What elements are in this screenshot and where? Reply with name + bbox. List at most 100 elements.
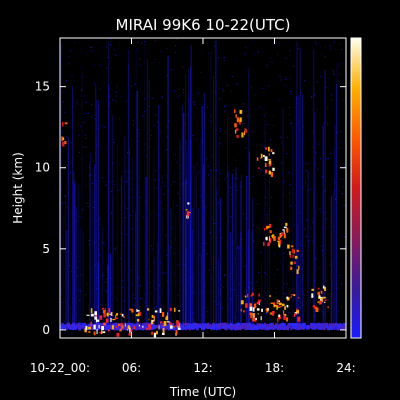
noise-speckle <box>109 102 111 104</box>
noise-speckle <box>60 59 62 61</box>
noise-speckle <box>81 274 83 276</box>
feature-surface-layer <box>135 327 138 331</box>
noise-speckle <box>344 246 346 248</box>
noise-speckle <box>78 289 80 291</box>
feature-surface-layer <box>317 325 319 329</box>
feature-surface-layer <box>218 327 220 331</box>
feature-surface-layer <box>292 325 294 329</box>
feature-cirrus <box>64 140 67 145</box>
noise-speckle <box>154 178 156 180</box>
noise-speckle <box>78 41 80 43</box>
noise-speckle <box>262 226 264 228</box>
feature-surface-layer <box>77 323 81 327</box>
noise-speckle <box>146 109 148 111</box>
feature-surface-layer <box>231 324 234 328</box>
noise-speckle <box>82 76 84 78</box>
noise-speckle <box>344 236 346 238</box>
feature-surface-layer <box>142 323 145 327</box>
feature-surface-layer <box>83 323 85 327</box>
noise-speckle <box>121 320 123 322</box>
noise-speckle <box>321 245 323 247</box>
noise-speckle <box>119 118 121 120</box>
noise-speckle <box>144 302 146 304</box>
noise-speckle <box>263 109 265 111</box>
feature-surface-layer <box>208 325 212 329</box>
noise-speckle <box>268 251 270 253</box>
feature-cloud <box>292 254 295 258</box>
feature-surface-layer <box>319 326 322 330</box>
feature-surface-layer <box>237 324 241 328</box>
noise-speckle <box>297 47 299 49</box>
noise-speckle <box>222 275 224 277</box>
feature-cloud <box>312 305 316 308</box>
noise-speckle <box>266 313 268 315</box>
noise-speckle <box>275 292 277 294</box>
noise-speckle <box>92 160 94 162</box>
noise-speckle <box>189 276 191 278</box>
feature-surface-layer <box>67 322 70 326</box>
noise-speckle <box>230 90 232 92</box>
noise-speckle <box>260 106 262 108</box>
feature-surface-layer <box>294 326 297 330</box>
feature-cloud <box>265 308 268 311</box>
noise-speckle <box>236 258 238 260</box>
noise-speckle <box>93 274 95 276</box>
feature-low-cloud-near-surface <box>115 317 118 320</box>
noise-speckle <box>343 205 345 207</box>
noise-speckle <box>313 95 315 97</box>
feature-surface-layer <box>212 324 215 328</box>
feature-cloud <box>321 297 323 303</box>
feature-cloud <box>268 159 271 161</box>
feature-surface-layer <box>268 324 272 328</box>
feature-low-cloud-near-surface <box>120 323 123 327</box>
feature-surface-layer <box>103 324 106 328</box>
noise-speckle <box>256 281 258 283</box>
feature-cloud <box>185 209 188 211</box>
noise-speckle <box>193 191 195 193</box>
feature-surface-layer <box>210 324 214 328</box>
noise-speckle <box>93 114 95 116</box>
feature-cloud <box>268 164 272 167</box>
noise-speckle <box>200 106 202 108</box>
noise-speckle <box>142 310 144 312</box>
feature-cloud <box>322 296 326 299</box>
feature-surface-layer <box>144 326 146 330</box>
noise-speckle <box>90 46 92 48</box>
noise-speckle <box>124 205 126 207</box>
noise-speckle <box>265 145 267 147</box>
feature-cloud <box>276 305 278 310</box>
feature-surface-layer <box>234 324 237 328</box>
feature-surface-layer <box>233 323 235 327</box>
noise-speckle <box>183 209 185 211</box>
noise-speckle <box>189 318 191 320</box>
noise-speckle <box>164 76 166 78</box>
feature-low-cloud-near-surface <box>153 316 155 322</box>
feature-low-cloud-near-surface <box>103 322 106 326</box>
feature-low-cloud-near-surface <box>128 332 131 336</box>
noise-speckle <box>184 134 186 136</box>
feature-cloud <box>324 301 326 303</box>
feature-surface-layer <box>216 326 218 330</box>
feature-cloud <box>293 261 296 265</box>
noise-speckle <box>155 58 157 60</box>
feature-cloud <box>249 306 253 312</box>
noise-speckle <box>150 245 152 247</box>
noise-speckle <box>151 87 153 89</box>
feature-low-cloud-near-surface <box>176 321 180 327</box>
noise-speckle <box>223 59 225 61</box>
noise-speckle <box>139 197 141 199</box>
noise-speckle <box>231 194 233 196</box>
feature-surface-layer <box>105 327 108 331</box>
noise-speckle <box>311 239 313 241</box>
feature-cloud <box>244 295 247 298</box>
feature-low-cloud-near-surface <box>136 319 140 322</box>
noise-speckle <box>317 168 319 170</box>
feature-cirrus <box>238 119 241 125</box>
noise-speckle <box>317 140 319 142</box>
noise-speckle <box>305 138 307 140</box>
noise-speckle <box>115 99 117 101</box>
noise-speckle <box>183 216 185 218</box>
feature-cloud <box>322 285 325 289</box>
feature-surface-layer <box>69 325 72 329</box>
noise-speckle <box>97 234 99 236</box>
